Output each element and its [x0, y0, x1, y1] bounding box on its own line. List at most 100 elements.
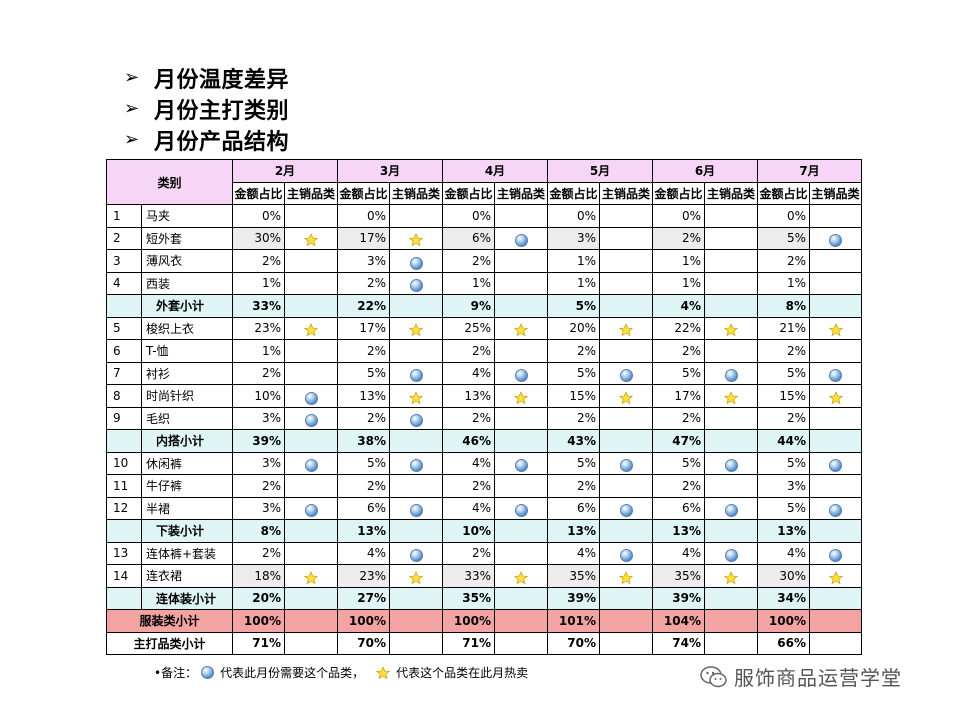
amount-share-cell: 2%: [442, 339, 495, 363]
row-index: 10: [106, 451, 142, 475]
month-header: 6月: [652, 159, 758, 183]
star-icon: [724, 570, 738, 584]
main-category-header: 主销品类: [494, 181, 548, 205]
row-index: 6: [106, 339, 142, 363]
arrow-bullet-icon: ➢: [124, 98, 140, 119]
main-category-cell: [599, 294, 653, 318]
amount-share-cell: 5%: [547, 451, 600, 475]
main-category-cell: [494, 519, 548, 543]
amount-share-cell: 2%: [757, 249, 810, 273]
table-row: 14 连衣裙 18% 23% 33% 35% 35% 30%: [106, 564, 862, 588]
main-category-cell: [494, 451, 548, 475]
main-category-cell: [809, 474, 862, 498]
bullet-item: ➢ 月份主打类别: [124, 93, 289, 124]
main-category-cell: [704, 339, 758, 363]
wechat-watermark: 服饰商品运营学堂: [700, 662, 902, 691]
main-category-cell: [704, 609, 758, 633]
main-category-cell: [704, 496, 758, 520]
main-category-cell: [704, 406, 758, 430]
amount-share-cell: 0%: [652, 204, 705, 228]
month-header: 3月: [337, 159, 443, 183]
amount-share-cell: 6%: [547, 496, 600, 520]
table-row: 4 西装 1% 2% 1% 1% 1% 1%: [106, 271, 862, 295]
amount-share-cell: 39%: [652, 586, 705, 610]
star-icon: [828, 390, 843, 404]
amount-share-cell: 2%: [547, 474, 600, 498]
main-category-cell: [809, 271, 862, 295]
amount-share-cell: 2%: [652, 406, 705, 430]
main-category-cell: [809, 406, 862, 430]
main-category-cell: [389, 631, 443, 655]
table-row: 10 休闲裤 3% 5% 4% 5% 5% 5%: [106, 451, 862, 475]
amount-share-cell: 1%: [232, 339, 285, 363]
main-category-cell: [599, 519, 653, 543]
main-category-cell: [494, 541, 548, 565]
main-category-cell: [389, 294, 443, 318]
amount-share-header: 金额占比: [232, 181, 285, 205]
amount-share-cell: 0%: [337, 204, 390, 228]
amount-share-cell: 13%: [442, 384, 495, 408]
subtotal-label: 内搭小计: [141, 429, 233, 453]
main-category-cell: [389, 474, 443, 498]
main-category-cell: [599, 609, 653, 633]
star-icon: [514, 570, 528, 584]
main-category-cell: [599, 564, 653, 588]
globe-icon: [409, 549, 423, 563]
globe-icon: [304, 504, 318, 518]
product-structure-table: 类别 2月 3月 4月 5月 6月 7月 金额占比 主销品类 金额占比 主销品类…: [106, 159, 862, 655]
amount-share-cell: 4%: [442, 496, 495, 520]
main-row: 主打品类小计 71% 70% 71% 70% 74% 66%: [106, 631, 862, 655]
globe-icon: [514, 234, 528, 248]
amount-share-cell: 35%: [442, 586, 495, 610]
globe-icon: [724, 504, 738, 518]
main-category-cell: [809, 226, 862, 250]
amount-share-cell: 2%: [442, 249, 495, 273]
row-index: 11: [106, 474, 142, 498]
main-category-cell: [704, 361, 758, 385]
amount-share-cell: 70%: [337, 631, 390, 655]
amount-share-cell: 1%: [652, 249, 705, 273]
amount-share-cell: 4%: [757, 541, 810, 565]
amount-share-cell: 0%: [547, 204, 600, 228]
main-category-cell: [389, 496, 443, 520]
total-label: 主打品类小计: [106, 631, 233, 655]
legend-note: •备注： 代表此月份需要这个品类， 代表这个品类在此月热卖: [154, 664, 528, 681]
main-category-cell: [704, 519, 758, 543]
main-category-cell: [704, 429, 758, 453]
row-index: 12: [106, 496, 142, 520]
main-category-header: 主销品类: [809, 181, 862, 205]
main-category-cell: [704, 316, 758, 340]
amount-share-header: 金额占比: [442, 181, 495, 205]
category-name: 休闲裤: [141, 451, 233, 475]
bullet-text: 月份产品结构: [154, 129, 290, 155]
table-row: 2 短外套 30% 17% 6% 3% 2% 5%: [106, 226, 862, 250]
bullet-text: 月份主打类别: [154, 98, 290, 124]
amount-share-cell: 6%: [442, 226, 495, 250]
globe-icon: [619, 369, 633, 383]
globe-icon: [829, 234, 842, 248]
main-category-cell: [284, 339, 338, 363]
main-category-cell: [284, 474, 338, 498]
amount-share-cell: 17%: [337, 316, 390, 340]
amount-share-cell: 20%: [232, 586, 285, 610]
main-category-cell: [494, 339, 548, 363]
amount-share-cell: 13%: [757, 519, 810, 543]
star-icon: [376, 665, 391, 679]
subtotal-label: 下装小计: [141, 519, 233, 543]
category-name: 时尚针织: [141, 384, 233, 408]
amount-share-cell: 2%: [757, 406, 810, 430]
amount-share-cell: 1%: [547, 271, 600, 295]
row-index: 1: [106, 204, 142, 228]
amount-share-cell: 1%: [442, 271, 495, 295]
globe-icon: [514, 504, 528, 518]
amount-share-cell: 2%: [232, 361, 285, 385]
category-name: 毛织: [141, 406, 233, 430]
globe-icon: [724, 369, 738, 383]
amount-share-cell: 2%: [232, 249, 285, 273]
main-category-cell: [599, 384, 653, 408]
amount-share-cell: 2%: [652, 226, 705, 250]
amount-share-cell: 15%: [547, 384, 600, 408]
globe-icon: [829, 369, 842, 383]
amount-share-cell: 70%: [547, 631, 600, 655]
amount-share-cell: 2%: [442, 541, 495, 565]
